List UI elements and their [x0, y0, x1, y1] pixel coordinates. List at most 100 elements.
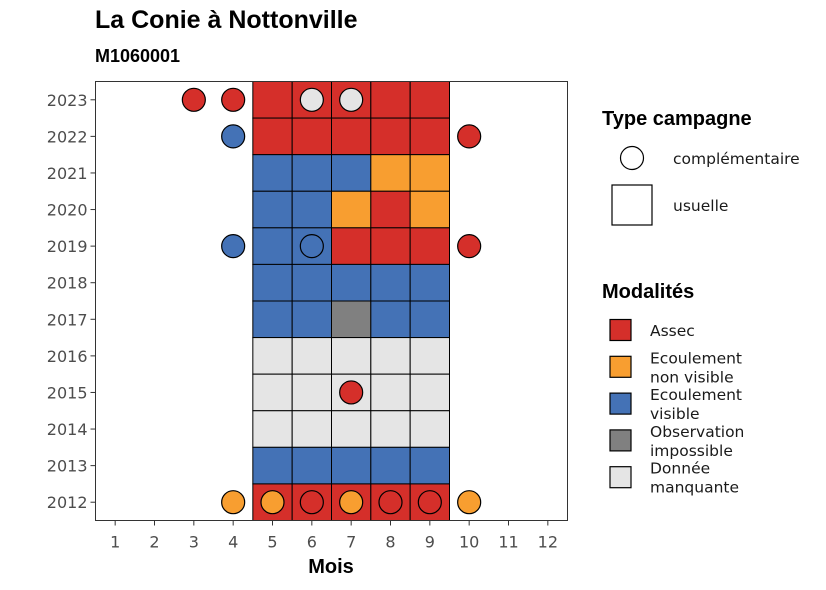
tile-2014-m9 — [409, 410, 450, 448]
x-tick-label-6: 6 — [307, 533, 317, 552]
point-2023-m6 — [299, 87, 324, 112]
tile-2019-m7 — [331, 227, 372, 265]
tile-2014-m7 — [331, 410, 372, 448]
tile-2022-m6 — [291, 117, 332, 156]
point-2019-m10 — [457, 234, 482, 259]
y-tick-label-2023: 2023 — [47, 91, 88, 110]
legend-shape-label-complementaire: complémentaire — [673, 150, 800, 168]
point-2012-m7 — [339, 490, 364, 515]
point-2012-m10 — [457, 490, 482, 515]
legend-swatch-1 — [609, 355, 632, 378]
point-2023-m4 — [221, 87, 246, 112]
y-tick-label-2022: 2022 — [47, 127, 88, 146]
tile-2019-m8 — [370, 227, 411, 265]
x-tick-label-2: 2 — [149, 533, 159, 552]
legend-label-2-1: visible — [650, 405, 700, 423]
legend-label-1-0: Ecoulement — [650, 349, 742, 367]
x-tick-label-1: 1 — [110, 533, 120, 552]
point-2012-m9 — [417, 490, 442, 515]
tile-2017-m5 — [252, 300, 293, 339]
y-tick-label-2020: 2020 — [47, 201, 88, 220]
legend-shape-title: Type campagne — [602, 108, 752, 130]
point-2012-m6 — [299, 490, 324, 515]
tile-2014-m8 — [370, 410, 411, 448]
legend-shape-circle — [619, 145, 645, 171]
point-2012-m5 — [260, 490, 285, 515]
tile-2015-m9 — [409, 373, 450, 412]
y-tick-label-2013: 2013 — [47, 457, 88, 476]
plot-panel-border — [95, 81, 568, 521]
tile-2021-m9 — [409, 154, 450, 192]
point-2012-m8 — [378, 490, 403, 515]
tile-2017-m7 — [331, 300, 372, 339]
tile-2022-m7 — [331, 117, 372, 156]
tile-2021-m7 — [331, 154, 372, 192]
legend-label-4-1: manquante — [650, 479, 739, 497]
tile-2017-m8 — [370, 300, 411, 339]
y-tick-label-2015: 2015 — [47, 383, 88, 402]
x-tick-label-7: 7 — [346, 533, 356, 552]
tile-2023-m9 — [409, 81, 450, 119]
x-tick-label-8: 8 — [385, 533, 395, 552]
legend-swatch-3 — [609, 429, 632, 452]
tile-2020-m6 — [291, 190, 332, 229]
tile-2023-m5 — [252, 81, 293, 119]
x-tick-label-4: 4 — [228, 533, 238, 552]
x-tick-label-3: 3 — [189, 533, 199, 552]
tile-2017-m9 — [409, 300, 450, 339]
tile-2018-m9 — [409, 263, 450, 302]
tile-2018-m8 — [370, 263, 411, 302]
x-tick-label-10: 10 — [459, 533, 479, 552]
point-2022-m4 — [221, 124, 246, 149]
legend-label-1-1: non visible — [650, 368, 734, 386]
x-tick-label-11: 11 — [498, 533, 518, 552]
tile-2020-m8 — [370, 190, 411, 229]
tile-2013-m7 — [331, 446, 372, 485]
tile-2020-m5 — [252, 190, 293, 229]
y-axis: 2012 2013 2014 2015 2016 2017 2018 2019 2020 2021… — [47, 91, 96, 512]
tile-2016-m8 — [370, 337, 411, 375]
point-2023-m7 — [339, 87, 364, 112]
legend-label-0-0: Assec — [650, 322, 695, 340]
tile-2013-m5 — [252, 446, 293, 485]
usuelle-tiles — [252, 81, 450, 521]
y-tick-label-2019: 2019 — [47, 237, 88, 256]
y-tick-label-2012: 2012 — [47, 493, 88, 512]
y-tick-label-2021: 2021 — [47, 164, 88, 183]
tile-2013-m6 — [291, 446, 332, 485]
y-tick-label-2016: 2016 — [47, 347, 88, 366]
tile-2013-m9 — [409, 446, 450, 485]
legend-label-2-0: Ecoulement — [650, 386, 742, 404]
chart-title: La Conie à Nottonville — [95, 6, 358, 34]
tile-2021-m6 — [291, 154, 332, 192]
tile-2018-m5 — [252, 263, 293, 302]
tile-2022-m8 — [370, 117, 411, 156]
legend-swatch-0 — [609, 318, 632, 342]
tile-2016-m7 — [331, 337, 372, 375]
tile-2021-m5 — [252, 154, 293, 192]
x-tick-label-12: 12 — [538, 533, 558, 552]
point-2012-m4 — [221, 490, 246, 515]
tile-2022-m9 — [409, 117, 450, 156]
tile-2013-m8 — [370, 446, 411, 485]
tile-2021-m8 — [370, 154, 411, 192]
tile-2020-m7 — [331, 190, 372, 229]
tile-2016-m6 — [291, 337, 332, 375]
point-2015-m7 — [339, 380, 364, 405]
tile-2023-m8 — [370, 81, 411, 119]
x-axis-title: Mois — [308, 556, 354, 578]
tile-2019-m5 — [252, 227, 293, 265]
x-tick-label-5: 5 — [267, 533, 277, 552]
tile-2016-m5 — [252, 337, 293, 375]
point-2019-m4 — [221, 234, 246, 259]
tile-2017-m6 — [291, 300, 332, 339]
legend-label-3-0: Observation — [650, 423, 744, 441]
tile-2015-m8 — [370, 373, 411, 412]
legend-shape-label-usuelle: usuelle — [673, 197, 728, 215]
tile-2015-m6 — [291, 373, 332, 412]
x-tick-label-9: 9 — [425, 533, 435, 552]
legend-shape-square — [611, 184, 653, 226]
legend-swatch-2 — [609, 392, 632, 415]
tile-2016-m9 — [409, 337, 450, 375]
